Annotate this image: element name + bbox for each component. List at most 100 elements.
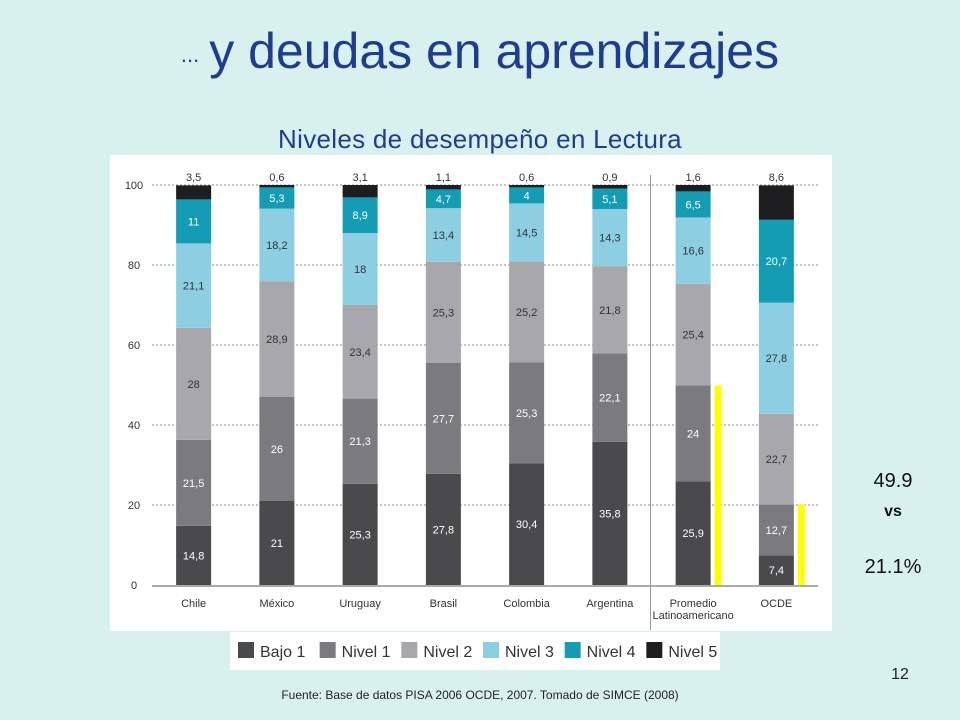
bar-5-3	[592, 209, 628, 267]
bar-value-label: 25,3	[516, 408, 537, 420]
bar-value-label: 21	[271, 538, 283, 550]
bar-value-label: 35,8	[599, 508, 620, 520]
top-value-label: 8,6	[769, 172, 784, 184]
bar-7-0	[758, 555, 794, 585]
bar-value-label: 21,5	[183, 478, 204, 490]
bar-5-4	[592, 188, 628, 209]
bar-5-5	[592, 185, 628, 189]
bar-value-label: 21,8	[599, 305, 620, 317]
bar-2-0	[342, 483, 378, 585]
annotation-ocde-share: 21.1%	[864, 556, 922, 578]
top-value-label: 0,9	[602, 172, 617, 184]
legend-swatch	[646, 642, 663, 658]
annotation-vs: vs	[884, 503, 902, 520]
y-tick-label-80: 80	[128, 260, 140, 272]
source-note: Fuente: Base de datos PISA 2006 OCDE, 20…	[281, 688, 679, 702]
bar-value-label: 13,4	[433, 230, 454, 242]
bar-value-label: 25,9	[682, 528, 703, 540]
legend-swatch	[238, 642, 254, 658]
bar-3-5	[425, 185, 461, 190]
top-value-label: 0,6	[519, 172, 534, 184]
bar-value-label: 25,3	[349, 529, 370, 541]
x-category-label: Chile	[181, 598, 206, 610]
legend-svg: Bajo 1 Nivel 1 Nivel 2 Nivel 3 Nivel 4 Nivel …	[238, 642, 717, 661]
bar-value-label: 21,3	[349, 436, 370, 448]
bar-3-1	[425, 363, 461, 474]
bar-5-1	[592, 353, 628, 442]
bar-0-5	[176, 185, 212, 200]
bar-3-2	[425, 261, 461, 363]
legend-label: Nivel 5	[668, 644, 717, 661]
bar-1-1	[259, 397, 295, 501]
bar-2-3	[342, 233, 378, 305]
bar-value-label: 24	[687, 428, 699, 440]
bar-value-label: 12,7	[766, 525, 787, 537]
bar-6-3	[675, 217, 711, 284]
bar-0-2	[176, 327, 212, 440]
legend-label: Nivel 1	[342, 644, 391, 661]
bar-1-2	[259, 281, 295, 397]
top-value-label: 1,6	[685, 172, 700, 184]
legend-label: Nivel 2	[423, 644, 472, 661]
highlight-bar-0	[714, 385, 722, 585]
bar-6-5	[675, 185, 711, 192]
bar-value-label: 14,8	[183, 550, 204, 562]
bar-7-1	[758, 504, 794, 556]
bar-7-2	[758, 413, 794, 505]
bar-value-label: 11	[188, 216, 199, 228]
bar-4-4	[509, 187, 545, 204]
bar-value-label: 22,1	[599, 393, 620, 405]
bar-value-label: 5,3	[269, 193, 284, 205]
legend-swatch	[483, 642, 499, 658]
bar-0-3	[176, 243, 212, 328]
highlight-bar-1	[797, 504, 805, 585]
bar-value-label: 25,2	[516, 307, 537, 319]
bar-1-3	[259, 208, 295, 282]
bar-2-1	[342, 398, 378, 484]
bar-value-label: 25,3	[433, 307, 454, 319]
bar-0-1	[176, 439, 212, 526]
bar-6-2	[675, 283, 711, 386]
top-value-label: 1,1	[436, 172, 451, 184]
bar-value-label: 16,6	[682, 246, 703, 258]
legend-swatch	[564, 642, 581, 658]
x-category-label: Latinoamericano	[652, 610, 733, 622]
bar-4-2	[509, 261, 545, 363]
title-ellipsis: ...	[180, 42, 200, 67]
page-number: 12	[891, 666, 909, 683]
chart-subtitle: Niveles de desempeño en Lectura	[278, 124, 682, 154]
bar-value-label: 26	[271, 444, 283, 456]
y-tick-label-40: 40	[128, 420, 140, 432]
top-value-label: 0,6	[269, 172, 284, 184]
bar-value-label: 7,4	[769, 565, 784, 577]
bar-0-4	[176, 199, 212, 244]
x-category-label: Argentina	[586, 598, 634, 610]
bar-2-2	[342, 305, 378, 399]
legend-label: Nivel 3	[505, 644, 554, 661]
bar-2-5	[342, 185, 378, 198]
slide-title: ... y deudas en aprendizajes	[0, 22, 960, 80]
bar-1-0	[259, 501, 295, 585]
bar-6-0	[675, 481, 711, 585]
y-tick-label-0: 0	[131, 580, 137, 592]
x-category-label: Brasil	[430, 598, 458, 610]
bar-3-4	[425, 189, 461, 209]
bar-1-4	[259, 187, 295, 209]
x-category-label: México	[259, 598, 294, 610]
x-category-label: Colombia	[503, 598, 550, 610]
x-category-label: OCDE	[760, 598, 792, 610]
bar-value-label: 28,9	[266, 334, 287, 346]
bar-value-label: 14,5	[516, 227, 537, 239]
bar-7-4	[758, 219, 794, 303]
bar-value-label: 4,7	[436, 194, 451, 206]
bar-value-label: 27,8	[433, 524, 454, 536]
bar-value-label: 25,4	[682, 330, 703, 342]
bar-value-label: 18	[354, 264, 366, 276]
chart-panel: 0 20 40 60 80 100 14,8 21,5 28 21,1 11 3,5 Chile 21 26…	[110, 155, 832, 631]
top-value-label: 3,1	[352, 172, 367, 184]
bar-value-label: 20,7	[766, 256, 787, 268]
bar-7-3	[758, 302, 794, 414]
y-tick-label-100: 100	[125, 180, 143, 192]
bar-value-label: 28	[188, 379, 200, 391]
legend-label: Bajo 1	[260, 644, 305, 661]
